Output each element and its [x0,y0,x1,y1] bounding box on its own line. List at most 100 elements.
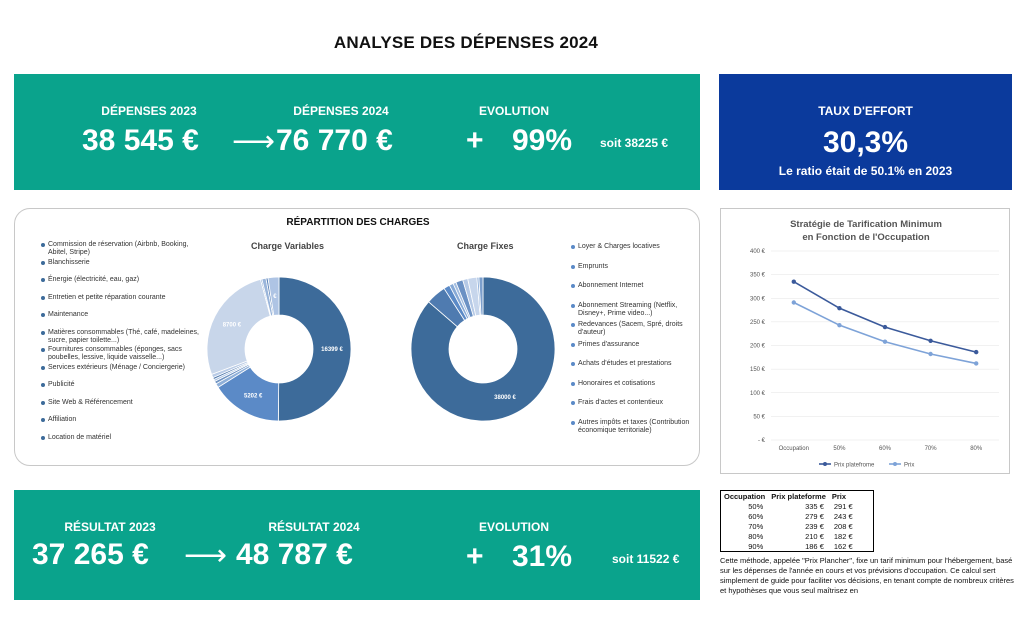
y-tick-label: 250 € [750,320,766,326]
variables-donut-slice [206,278,271,375]
depenses-banner: DÉPENSES 2023 38 545 € ⟶ DÉPENSES 2024 7… [14,74,700,190]
variables-donut-data-label: € [273,294,277,300]
table-cell: 335 € [805,501,824,511]
fixes-legend-item: Achats d'études et prestations [571,360,697,368]
variables-title: Charge Variables [251,241,325,251]
fixes-donut-slice [478,276,484,316]
legend-dot-icon [41,330,45,335]
variables-donut-data-label: 5202 € [244,393,263,399]
table-cell: 279 € [805,511,824,521]
variables-legend-item: Entretien et petite réparation courante [41,294,201,302]
table-header-occupation: Occupation [724,491,766,501]
series-line-2 [793,301,977,365]
series-point-2 [791,300,796,305]
y-tick-label: 200 € [750,344,766,350]
x-tick-label: 80% [970,446,983,452]
legend-label: Prix [904,463,914,469]
tarification-line-chart: Stratégie de Tarification Minimum en Fonc… [750,219,999,469]
depenses-evolution-label: EVOLUTION [478,104,549,118]
legend-dot-icon [571,303,575,308]
depenses-2023-value: 38 545 € [82,124,199,157]
variables-legend-item: Affiliation [41,416,201,424]
series-point-1 [882,324,888,330]
table-header-prix-plateforme: Prix plateforme [771,491,826,501]
legend-dot-icon [571,323,575,327]
variables-donut-slice [277,276,352,422]
legend-marker-icon [893,462,897,466]
fixes-legend-label: Achats d'études et prestations [578,360,672,367]
resultat-evolution-value: 31% [512,540,573,573]
fixes-legend-item: Primes d'assurance [571,341,697,349]
table-cell: 239 € [805,521,824,531]
legend-dot-icon [571,342,575,347]
series-point-2 [974,361,979,366]
fixes-legend-item: Abonnement Internet [571,282,697,290]
table-cell: 243 € [833,511,853,521]
variables-legend-label: Location de matériel [48,433,112,441]
table-row: 90% 186 € 162 € [721,541,858,551]
variables-legend-item: Matières consommables (Thé, café, madele… [41,329,201,345]
legend-label: Prix platefrome [834,463,875,469]
fixes-legend-item: Frais d'actes et contentieux [571,399,697,407]
fixes-donut-data-label: 38000 € [494,395,516,401]
variables-legend-item: Énergie (électricité, eau, gaz) [41,276,201,284]
variables-legend-item: Services extérieurs (Ménage / Concierger… [41,364,201,372]
y-tick-label: 50 € [753,414,765,420]
table-row: 70% 239 € 208 € [721,521,858,531]
variables-legend-label: Publicité [48,381,75,388]
taux-effort-banner: TAUX D'EFFORT 30,3% Le ratio était de 50… [719,74,1012,190]
fixes-legend-item: Loyer & Charges locatives [571,243,697,251]
legend-dot-icon [41,313,45,317]
resultat-2024-label: RÉSULTAT 2024 [268,520,360,534]
variables-legend: Commission de réservation (Airbnb, Booki… [41,241,201,461]
legend-dot-icon [571,284,575,288]
fixes-legend-label: Redevances (Sacem, Spré, droits d'auteur… [578,321,683,336]
table-cell: 186 € [805,541,824,551]
depenses-2024-label: DÉPENSES 2024 [293,104,389,118]
variables-legend-label: Entretien et petite réparation courante [48,293,166,301]
fixes-legend-label: Abonnement Streaming (Netflix, Disney+, … [578,301,678,317]
legend-dot-icon [41,383,45,387]
fixes-legend-label: Frais d'actes et contentieux [578,399,663,406]
resultat-banner: RÉSULTAT 2023 37 265 € ⟶ RÉSULTAT 2024 4… [14,490,700,600]
x-tick-label: 50% [833,446,846,452]
table-row: 60% 279 € 243 € [721,511,858,521]
resultat-evolution-sign: + [466,540,484,573]
table-header-row: Occupation Prix plateforme Prix [721,491,858,501]
fixes-donut-slice [410,276,556,422]
fixes-legend-item: Redevances (Sacem, Spré, droits d'auteur… [571,321,697,337]
table-cell: 208 € [833,521,853,531]
legend-dot-icon [41,348,45,352]
fixes-legend-label: Abonnement Internet [578,282,644,289]
series-point-1 [974,349,979,355]
table-cell: 291 € [833,501,853,511]
variables-legend-label: Affiliation [48,416,77,423]
depenses-soit: soit 38225 € [600,136,669,150]
legend-dot-icon [41,278,45,282]
legend-dot-icon [41,295,45,300]
table-cell: 60% [748,511,764,521]
fixes-legend-label: Autres impôts et taxes (Contribution éco… [578,418,690,434]
page-title: ANALYSE DES DÉPENSES 2024 [333,33,599,52]
variables-donut-data-label: 16399 € [321,347,343,353]
table-cell: 50% [748,501,764,511]
fixes-legend-item: Emprunts [571,263,697,271]
series-point-2 [882,339,888,344]
legend-dot-icon [571,381,575,386]
arrow-icon: ⟶ [232,125,276,158]
fixes-donut-chart: 38000 € [410,276,556,422]
y-tick-label: 400 € [750,249,766,255]
resultat-evolution-label: EVOLUTION [478,520,549,534]
repartition-title: RÉPARTITION DES CHARGES [286,217,430,228]
legend-marker-icon [823,462,827,466]
variables-legend-label: Blanchisserie [48,258,90,266]
y-tick-label: 350 € [750,273,766,279]
variables-legend-label: Services extérieurs (Ménage / Concierger… [48,363,185,371]
table-row: 50% 335 € 291 € [721,501,858,511]
variables-legend-label: Maintenance [48,311,89,318]
legend-dot-icon [571,245,575,249]
variables-legend-label: Fournitures consommables (éponges, sacs … [48,346,182,361]
variables-legend-item: Maintenance [41,311,201,319]
x-tick-label: 70% [925,446,938,452]
variables-legend-label: Commission de réservation (Airbnb, Booki… [48,241,189,256]
